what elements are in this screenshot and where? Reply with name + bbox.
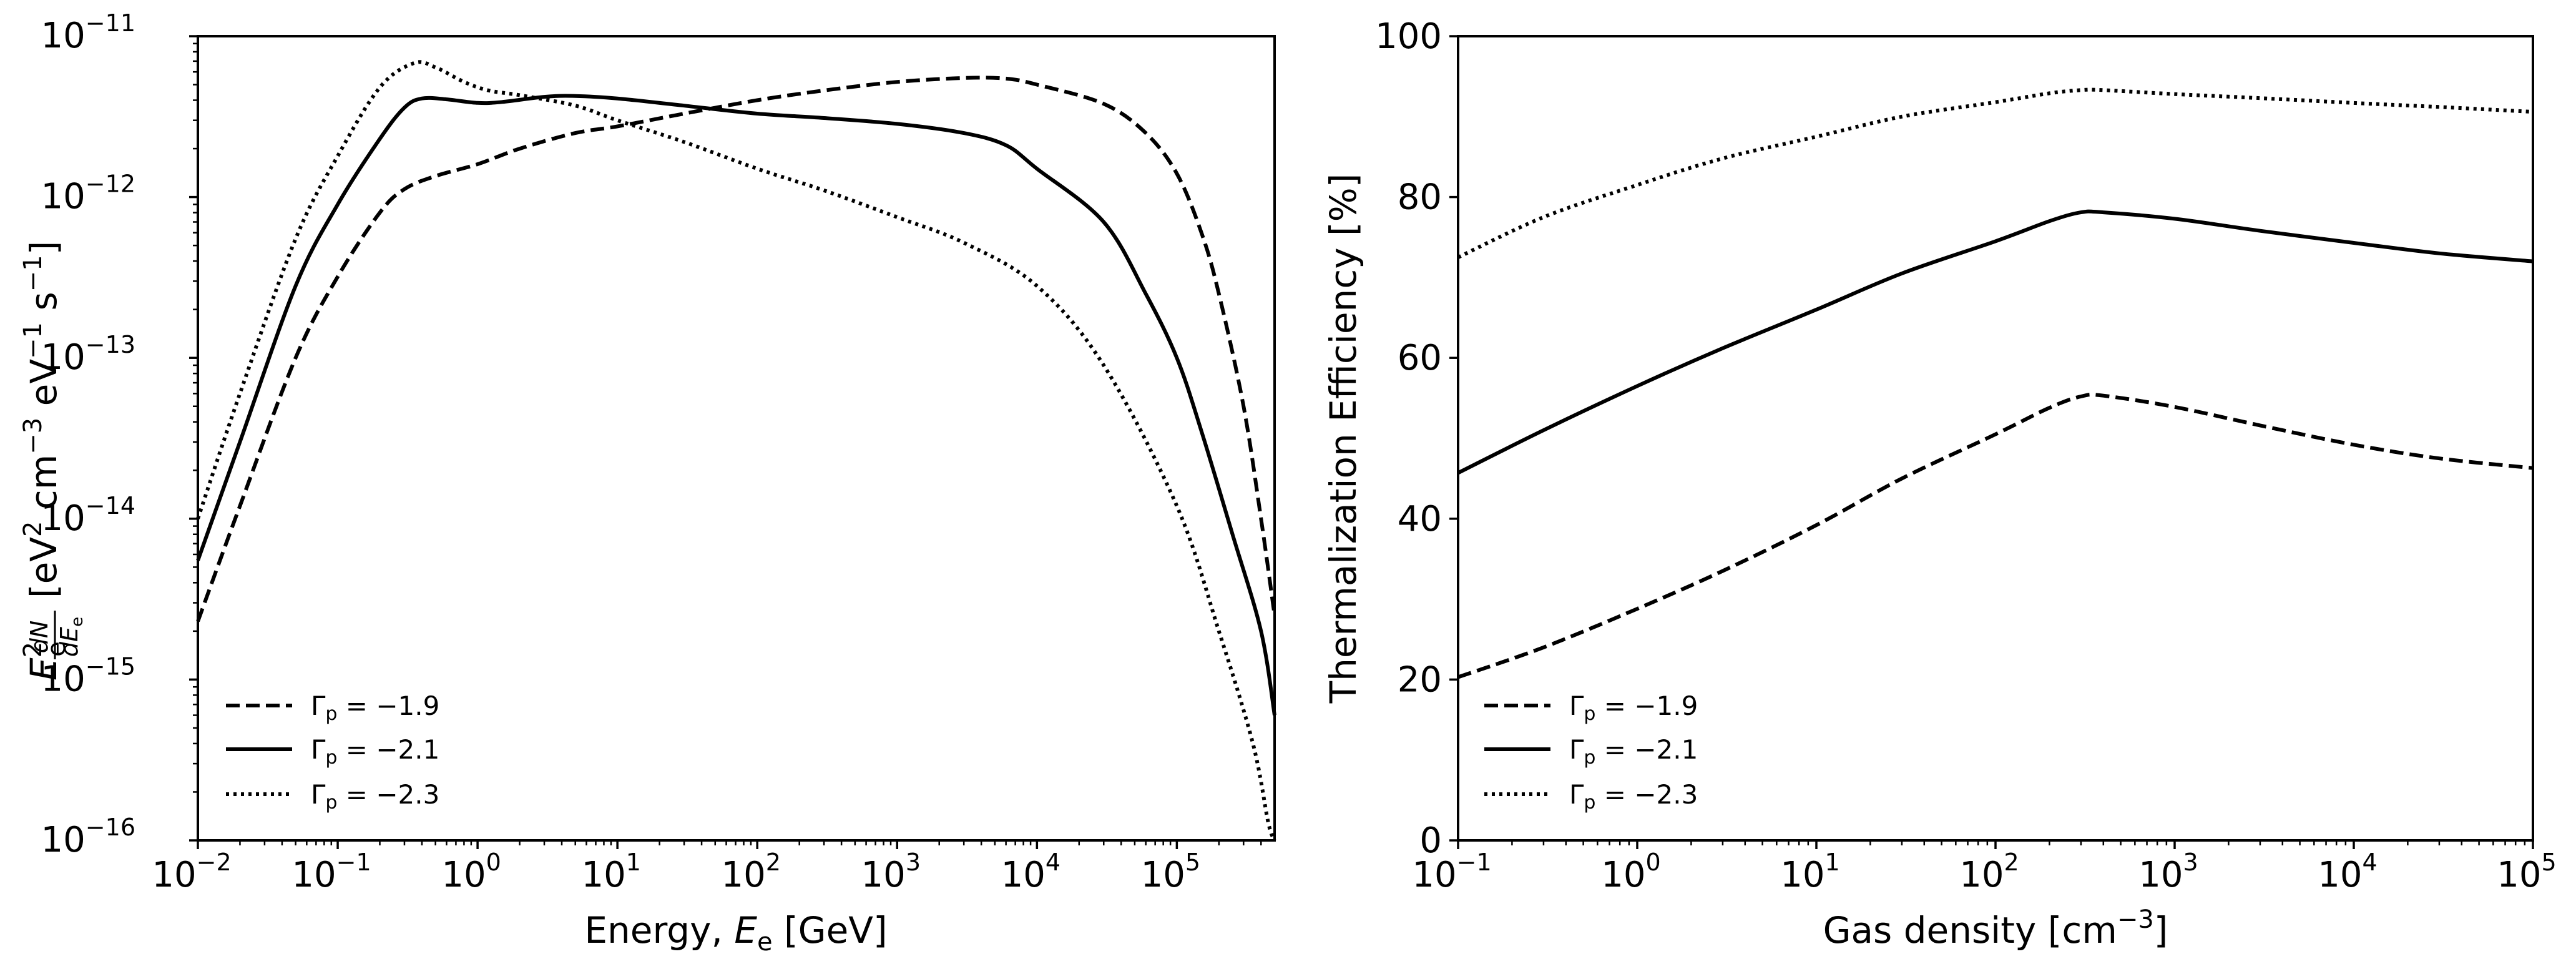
x-tick-label: 102 <box>721 848 780 895</box>
y-tick-label: 10−16 <box>41 814 135 860</box>
right-series-line-solid <box>1457 209 2534 475</box>
y-tick-label: 10−12 <box>41 170 135 217</box>
right-y-ticks: 0 20 40 60 80 100 <box>1375 16 1458 861</box>
right-x-axis-label: Gas density [cm−3] <box>1823 905 2168 952</box>
y-tick-label: 10−11 <box>41 9 135 56</box>
y-tick-label: 40 <box>1398 499 1442 539</box>
x-tick-label: 103 <box>2138 848 2198 895</box>
x-tick-label: 104 <box>2318 848 2377 895</box>
svg-text:[eV2 cm−3 eV−1 s−1]: [eV2 cm−3 eV−1 s−1] <box>19 241 65 598</box>
y-tick-label: 60 <box>1398 338 1442 378</box>
right-series-line-dashed <box>1457 393 2534 679</box>
svg-text:E2e: E2e <box>19 641 71 681</box>
y-tick-label: 20 <box>1398 659 1442 700</box>
x-tick-label: 100 <box>441 848 501 895</box>
x-tick-label: 101 <box>581 848 640 895</box>
x-tick-label: 101 <box>1780 848 1839 895</box>
right-series-line-dotted <box>1457 87 2534 259</box>
left-chart-panel: 10−2 10−1 100 101 102 103 104 105 10−1610−1510−… <box>19 9 1276 957</box>
x-tick-label: 104 <box>1001 848 1060 895</box>
left-legend: Γp = −1.9 Γp = −2.1 Γp = −2.3 <box>226 691 439 814</box>
left-x-ticks: 10−2 10−1 100 101 102 103 104 105 <box>152 840 1262 895</box>
x-tick-label: 102 <box>1959 848 2019 895</box>
legend-label: Γp = −1.9 <box>311 691 439 725</box>
y-tick-label: 10−13 <box>41 331 135 378</box>
y-tick-label: 10−15 <box>41 652 135 699</box>
left-y-ticks: 10−16 10−15 10−14 10−13 10−12 10−11 <box>41 9 198 860</box>
right-chart-panel: 10−1 100 101 102 103 104 105 0 20 40 60 80 100 Gas … <box>1322 16 2557 952</box>
x-tick-label: 105 <box>2497 848 2556 895</box>
right-series-group <box>1457 87 2534 679</box>
x-tick-label: 105 <box>1141 848 1200 895</box>
legend-label: Γp = −2.1 <box>1569 734 1698 769</box>
fraction-denominator: dEe <box>56 617 87 657</box>
left-series-group <box>196 60 1276 842</box>
right-x-ticks: 10−1 100 101 102 103 104 105 <box>1412 840 2557 895</box>
right-legend: Γp = −1.9 Γp = −2.1 Γp = −2.3 <box>1484 691 1698 814</box>
legend-label: Γp = −2.3 <box>311 779 439 814</box>
y-tick-label: 80 <box>1398 177 1442 218</box>
y-tick-label: 100 <box>1375 16 1442 57</box>
x-tick-label: 10−2 <box>152 848 231 895</box>
svg-text:Thermalization Efficiency [%]: Thermalization Efficiency [%] <box>1322 174 1364 704</box>
legend-label: Γp = −2.1 <box>311 734 439 769</box>
y-tick-label: 10−14 <box>41 492 135 539</box>
left-y-axis-label: E2e dN dEe [eV2 cm−3 eV−1 s−1] <box>19 241 87 681</box>
legend-label: Γp = −2.3 <box>1569 779 1698 814</box>
x-tick-label: 100 <box>1601 848 1660 895</box>
left-series-line-dashed <box>196 76 1276 622</box>
fraction-numerator: dN <box>26 621 53 654</box>
left-series-line-solid <box>196 94 1276 716</box>
legend-label: Γp = −1.9 <box>1569 691 1698 725</box>
left-x-axis-label: Energy, Ee [GeV] <box>584 909 887 957</box>
x-tick-label: 10−1 <box>291 848 371 895</box>
left-series-line-dotted <box>196 60 1276 842</box>
right-y-axis-label: Thermalization Efficiency [%] <box>1322 174 1364 704</box>
x-tick-label: 10−1 <box>1412 848 1491 895</box>
y-tick-label: 0 <box>1419 820 1442 861</box>
x-tick-label: 103 <box>861 848 921 895</box>
